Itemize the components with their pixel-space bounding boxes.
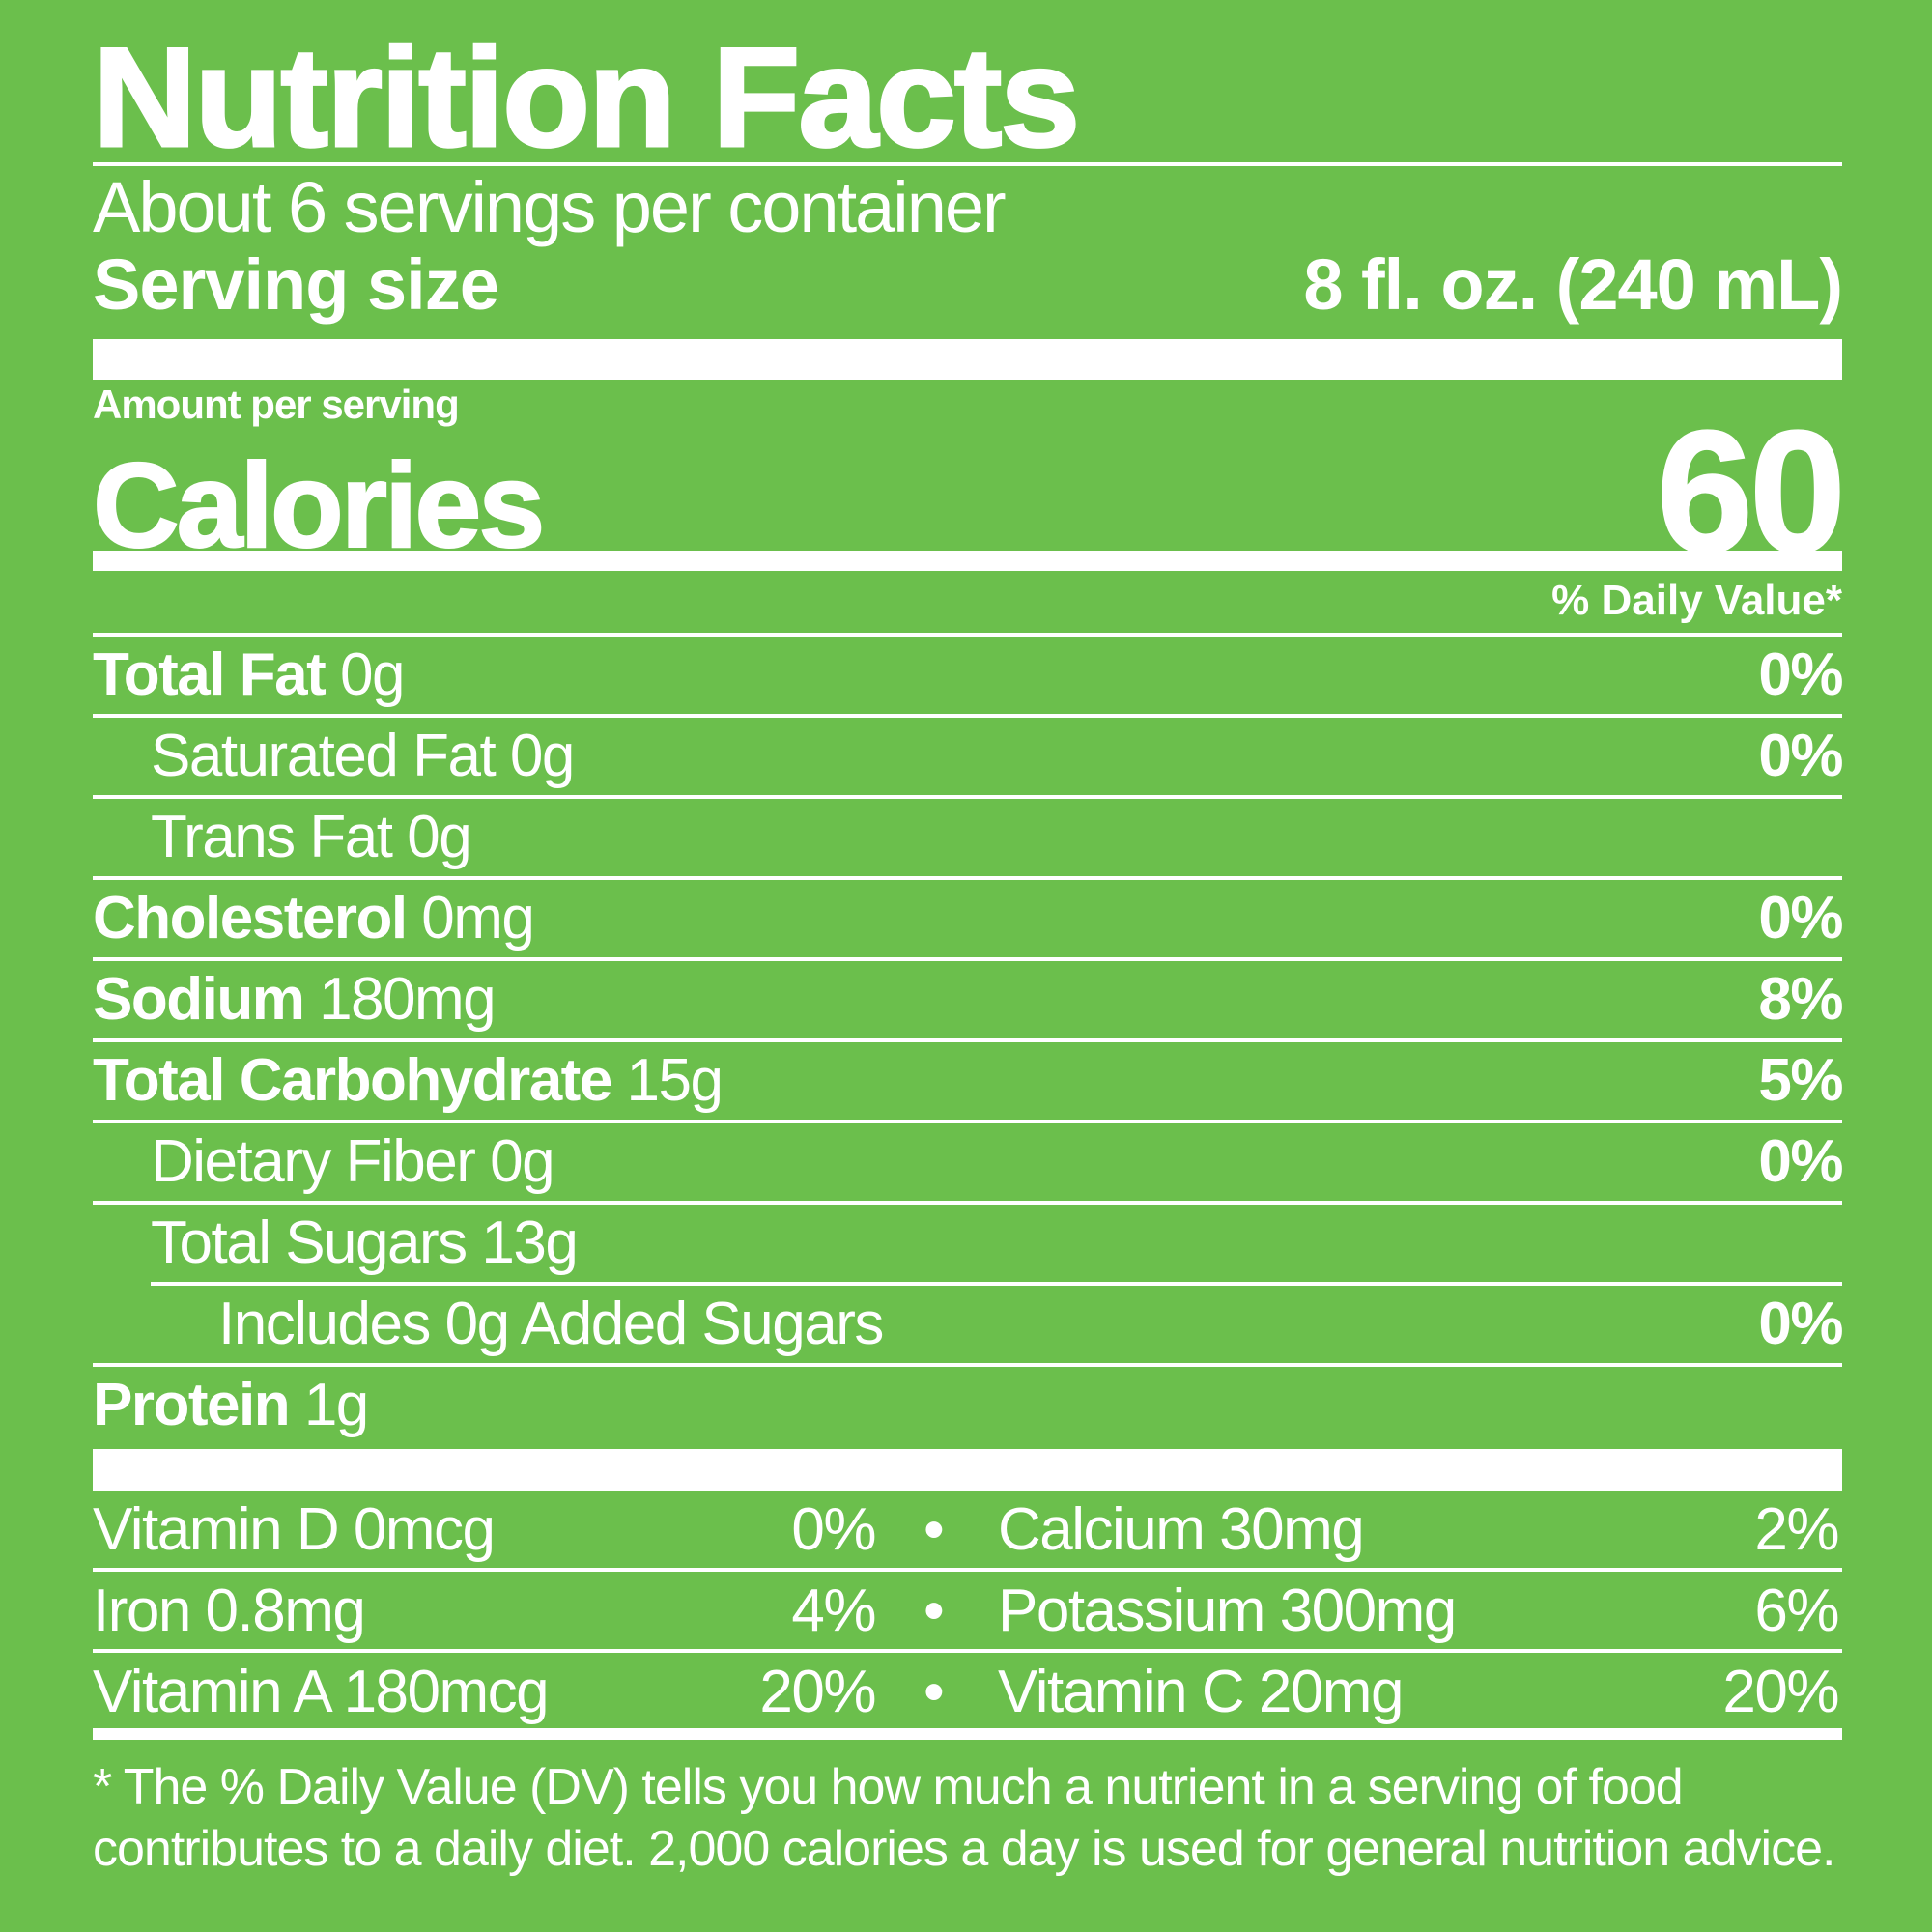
vitamin-name: Vitamin D 0mcg	[93, 1496, 496, 1563]
divider-medium	[93, 1728, 1842, 1740]
nutrient-name: Total Fat	[93, 641, 327, 708]
nutrient-amount: 0g	[509, 723, 575, 789]
nutrient-dv: 0%	[1758, 1291, 1843, 1357]
nutrient-dv: 0%	[1758, 1128, 1843, 1195]
bullet-separator: •	[923, 1577, 945, 1644]
footnote-line: * The % Daily Value (DV) tells you how m…	[93, 1759, 1684, 1815]
nutrient-name: Total Sugars	[151, 1209, 468, 1276]
nutrient-amount: 13g	[481, 1209, 578, 1276]
vitamin-dv: 0%	[791, 1496, 876, 1563]
nutrient-amount: 15g	[626, 1047, 724, 1114]
divider-thin	[93, 633, 1842, 637]
vitamin-row: Vitamin D 0mcg 0% • Calcium 30mg 2%	[93, 1491, 1842, 1572]
nutrient-row-saturated-fat: Saturated Fat 0g 0%	[93, 718, 1843, 799]
serving-size-row: Serving size 8 fl. oz. (240 mL)	[93, 244, 1843, 325]
vitamin-row: Vitamin A 180mcg 20% • Vitamin C 20mg 20…	[93, 1653, 1842, 1730]
bullet-separator: •	[923, 1496, 945, 1563]
nutrient-row-sodium: Sodium 180mg 8%	[93, 961, 1843, 1042]
divider-thin	[93, 162, 1842, 166]
nutrient-dv: 0%	[1758, 723, 1843, 789]
divider-thick	[93, 339, 1842, 380]
nutrient-dv: 0%	[1758, 641, 1843, 708]
nutrient-dv: 8%	[1758, 966, 1843, 1033]
nutrient-row-protein: Protein 1g	[93, 1367, 1842, 1444]
serving-size-value: 8 fl. oz. (240 mL)	[1303, 244, 1843, 325]
vitamin-dv: 2%	[1754, 1496, 1839, 1563]
divider-thick	[93, 1449, 1842, 1491]
serving-size-label: Serving size	[93, 244, 499, 325]
nutrient-name: Includes 0g Added Sugars	[218, 1291, 884, 1357]
calories-label: Calories	[92, 440, 546, 573]
nutrient-row-total-fat: Total Fat 0g 0%	[93, 637, 1843, 718]
nutrient-row-cholesterol: Cholesterol 0mg 0%	[93, 880, 1843, 961]
footnote-line: contributes to a daily diet. 2,000 calor…	[93, 1821, 1835, 1877]
amount-per-serving: Amount per serving	[93, 382, 460, 427]
nutrient-row-added-sugars: Includes 0g Added Sugars 0%	[93, 1286, 1843, 1367]
vitamin-name: Calcium 30mg	[998, 1496, 1365, 1563]
vitamin-row: Iron 0.8mg 4% • Potassium 300mg 6%	[93, 1572, 1842, 1653]
nutrient-amount: 0mg	[421, 885, 535, 952]
divider-medium	[93, 551, 1842, 571]
vitamin-dv: 4%	[791, 1577, 876, 1644]
nutrient-name: Trans Fat	[151, 804, 393, 870]
nutrient-row-dietary-fiber: Dietary Fiber 0g 0%	[93, 1123, 1843, 1205]
nutrient-row-total-carbohydrate: Total Carbohydrate 15g 5%	[93, 1042, 1843, 1123]
nutrient-name: Protein	[93, 1372, 291, 1438]
vitamin-name: Iron 0.8mg	[93, 1577, 366, 1644]
nutrition-facts-panel: Nutrition Facts About 6 servings per con…	[91, 0, 1847, 1932]
nutrient-amount: 180mg	[319, 966, 497, 1033]
calories-row: Calories 60	[92, 405, 1847, 581]
footnote: * The % Daily Value (DV) tells you how m…	[93, 1756, 1842, 1880]
vitamin-dv: 20%	[759, 1659, 876, 1725]
nutrient-amount: 0g	[407, 804, 471, 870]
nutrient-dv: 5%	[1758, 1047, 1843, 1114]
vitamin-name: Vitamin C 20mg	[998, 1659, 1404, 1725]
daily-value-header: % Daily Value*	[1551, 577, 1842, 624]
vitamin-name: Vitamin A 180mcg	[93, 1659, 550, 1725]
nutrient-name: Total Carbohydrate	[93, 1047, 612, 1114]
nutrient-amount: 0g	[339, 641, 405, 708]
vitamin-dv: 6%	[1754, 1577, 1839, 1644]
nutrient-row-trans-fat: Trans Fat 0g	[93, 799, 1842, 880]
vitamin-dv: 20%	[1722, 1659, 1839, 1725]
nutrient-name: Saturated Fat	[151, 723, 497, 789]
nutrient-dv: 0%	[1758, 885, 1843, 952]
nutrient-amount: 0g	[490, 1128, 554, 1195]
nutrient-amount: 1g	[303, 1372, 369, 1438]
servings-per-container: About 6 servings per container	[93, 167, 1007, 247]
nutrient-name: Sodium	[93, 966, 305, 1033]
nutrient-row-total-sugars: Total Sugars 13g	[151, 1205, 1842, 1286]
nutrient-name: Dietary Fiber	[151, 1128, 476, 1195]
label-title: Nutrition Facts	[91, 18, 1081, 176]
nutrient-name: Cholesterol	[93, 885, 408, 952]
bullet-separator: •	[923, 1659, 945, 1725]
vitamin-name: Potassium 300mg	[998, 1577, 1457, 1644]
